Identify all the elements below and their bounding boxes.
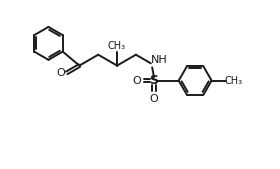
Text: CH₃: CH₃ xyxy=(225,76,243,86)
Text: O: O xyxy=(150,94,158,104)
Text: O: O xyxy=(132,76,141,86)
Text: CH₃: CH₃ xyxy=(108,41,126,52)
Text: S: S xyxy=(150,74,158,87)
Text: NH: NH xyxy=(150,55,167,65)
Text: O: O xyxy=(57,68,65,78)
